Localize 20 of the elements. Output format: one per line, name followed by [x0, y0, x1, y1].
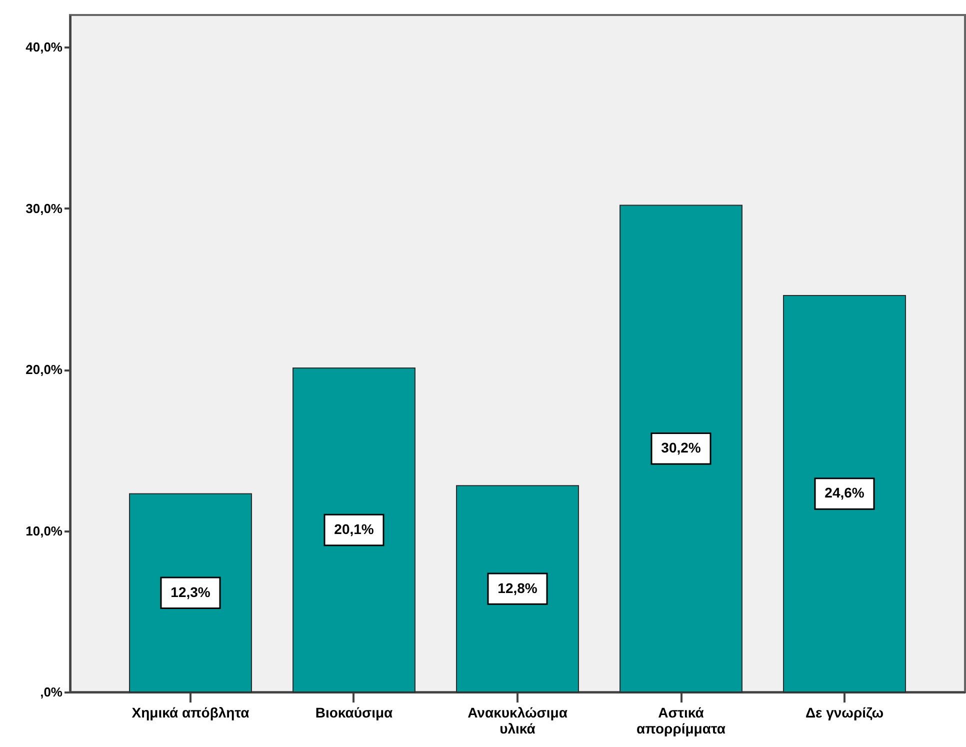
- x-tick-label: Αστικά απορρίμματα: [636, 704, 726, 736]
- x-tick-label: Βιοκαύσιμα: [315, 704, 394, 720]
- bar: [129, 493, 252, 692]
- y-tick-label: 30,0%: [26, 200, 63, 216]
- bar: [783, 294, 906, 692]
- x-tick-label: Χημικά απόβλητα: [132, 704, 250, 720]
- data-label: 24,6%: [824, 484, 865, 501]
- data-label: 30,2%: [661, 440, 702, 456]
- data-label: 12,8%: [498, 580, 538, 596]
- bar: [456, 485, 579, 692]
- data-label: 20,1%: [334, 521, 374, 538]
- y-tick-label: 40,0%: [26, 40, 63, 55]
- y-tick-label: 10,0%: [26, 523, 63, 538]
- bar: [292, 368, 416, 692]
- x-tick-label: Δε γνωρίζω: [805, 704, 884, 720]
- bar: [620, 204, 742, 692]
- data-label: 12,3%: [170, 584, 211, 600]
- y-tick-label: 20,0%: [26, 362, 63, 378]
- y-tick-label: ,0%: [40, 684, 63, 700]
- x-tick-label: Ανακυκλώσιμα υλικά: [468, 704, 568, 736]
